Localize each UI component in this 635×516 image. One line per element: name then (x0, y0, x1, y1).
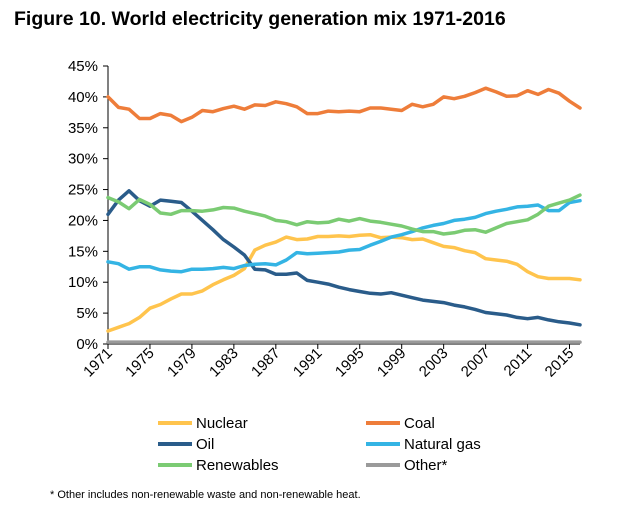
y-tick-label: 20% (68, 212, 98, 229)
legend-label-coal: Coal (404, 415, 435, 432)
x-tick-label: 1987 (248, 345, 284, 381)
y-tick-label: 10% (68, 274, 98, 291)
series-line-oil (106, 189, 582, 327)
footnote: * Other includes non-renewable waste and… (50, 489, 361, 501)
legend: Nuclear Coal Oil Natural gas Renewables Other… (158, 415, 481, 474)
y-tick-label: 45% (68, 58, 98, 75)
y-tick-label: 35% (68, 120, 98, 137)
y-tick-label: 0% (76, 336, 98, 353)
chart-title: Figure 10. World electricity generation … (14, 8, 506, 30)
legend-label-natural-gas: Natural gas (404, 436, 481, 453)
x-tick-label: 2011 (501, 345, 536, 380)
y-tick-label: 30% (68, 151, 98, 168)
legend-label-oil: Oil (196, 436, 214, 453)
chart-axes (107, 66, 580, 345)
x-tick-label: 2015 (542, 345, 578, 381)
series-line-natural-gas (106, 198, 582, 274)
x-tick-label: 2007 (458, 345, 494, 381)
series-line-renewables (106, 193, 582, 236)
series-line-nuclear (106, 232, 582, 333)
series-line-coal (106, 86, 582, 124)
x-tick-label: 1999 (374, 345, 410, 381)
x-tick-label: 1979 (164, 345, 200, 381)
y-tick-label: 25% (68, 182, 98, 199)
x-tick-label: 1983 (206, 345, 242, 381)
x-tick-label: 1995 (332, 345, 368, 381)
legend-label-other: Other* (404, 457, 448, 474)
y-tick-label: 15% (68, 243, 98, 260)
x-tick-label: 2003 (416, 345, 452, 381)
x-tick-label: 1991 (290, 345, 326, 381)
x-axis-ticks: 1971 1975 1979 1983 1987 1991 1995 1999 2003 2007… (80, 344, 577, 380)
legend-label-renewables: Renewables (196, 457, 279, 474)
y-tick-label: 5% (76, 305, 98, 322)
x-tick-label: 1975 (122, 345, 158, 381)
legend-label-nuclear: Nuclear (196, 415, 248, 432)
series-lines (106, 86, 582, 344)
y-tick-label: 40% (68, 89, 98, 106)
y-axis-ticks: 0% 5% 10% 15% 20% 25% 30% 35% 40% 45% (68, 58, 108, 353)
